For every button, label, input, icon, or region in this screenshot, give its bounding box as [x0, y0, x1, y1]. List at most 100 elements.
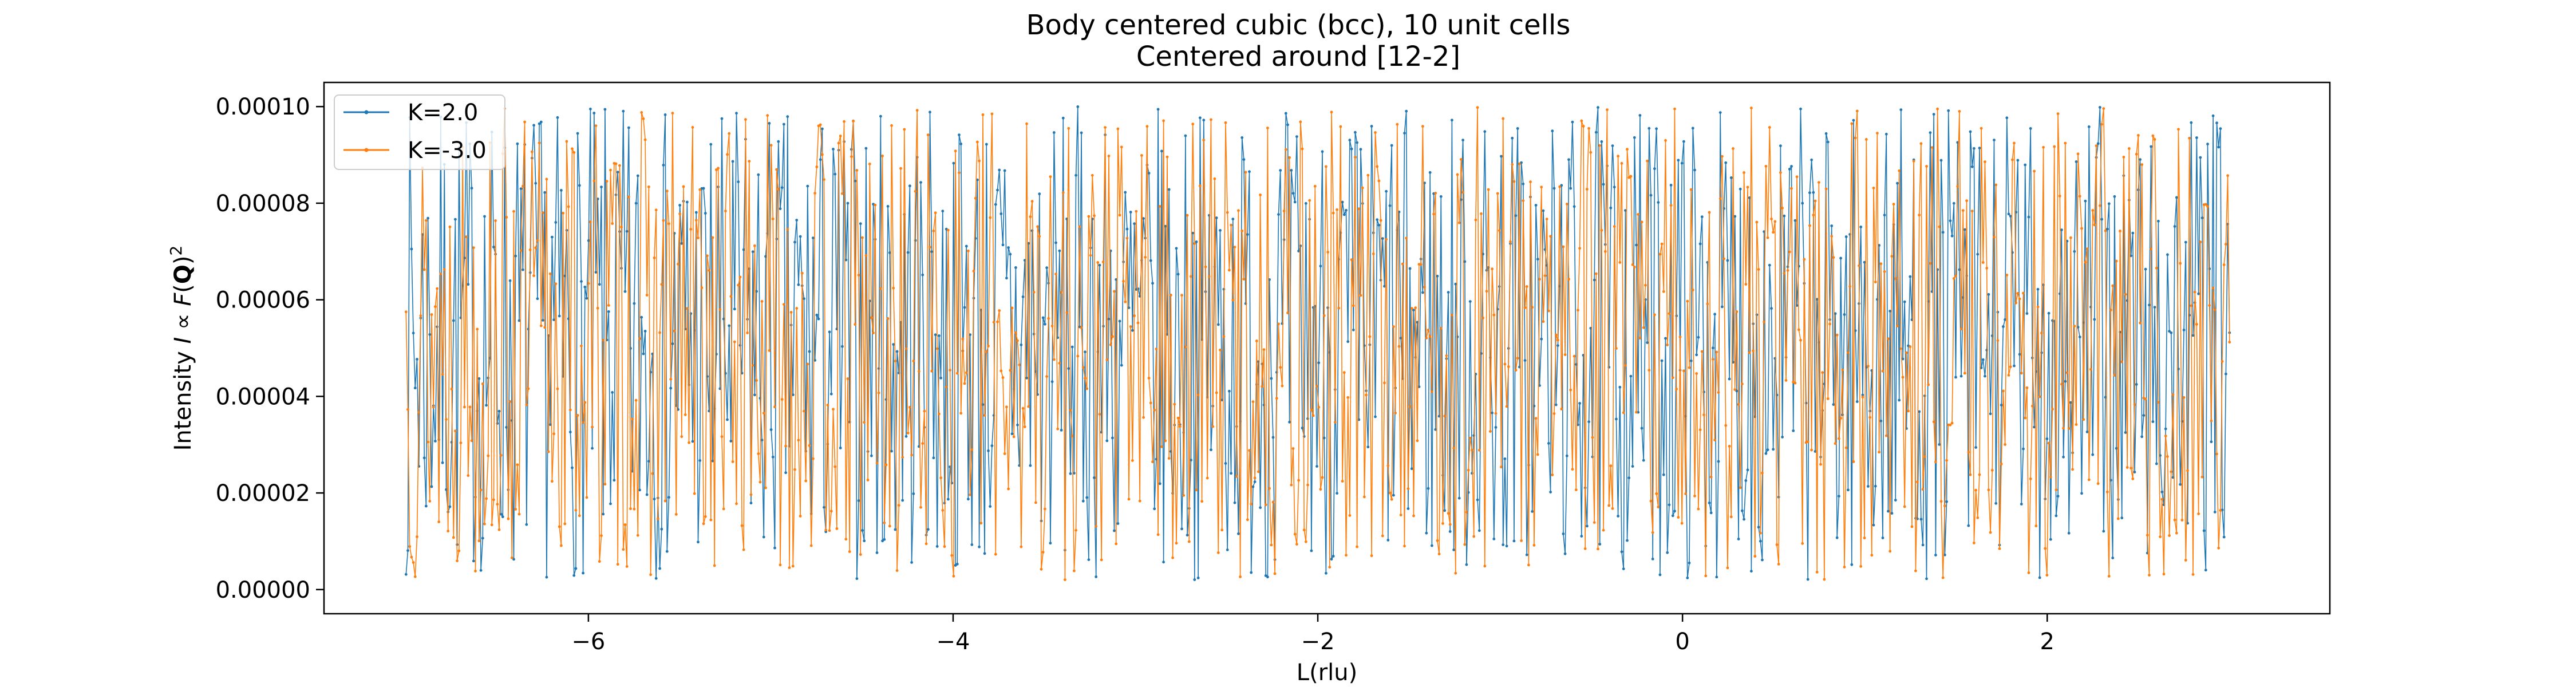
- data-point: [967, 249, 970, 252]
- data-point: [572, 151, 576, 154]
- data-point: [419, 314, 422, 317]
- data-point: [1436, 274, 1439, 278]
- data-point: [1586, 188, 1589, 191]
- data-point: [1629, 175, 1633, 178]
- data-point: [1615, 347, 1618, 350]
- data-point: [1056, 427, 1060, 431]
- data-point: [1631, 263, 1634, 266]
- data-point: [425, 219, 428, 222]
- data-point: [709, 518, 713, 522]
- data-point: [1746, 185, 1749, 189]
- data-point: [2042, 145, 2045, 149]
- data-point: [578, 184, 581, 187]
- legend-marker-k2: [364, 110, 369, 114]
- data-point: [702, 522, 705, 526]
- data-point: [919, 181, 922, 184]
- data-point: [749, 493, 753, 496]
- data-point: [663, 113, 667, 116]
- data-point: [1224, 121, 1227, 124]
- data-point: [1994, 183, 1998, 187]
- data-point: [1613, 225, 1616, 228]
- data-point: [627, 126, 630, 129]
- data-point: [779, 207, 782, 210]
- data-point: [751, 364, 754, 367]
- data-point: [2093, 223, 2096, 227]
- data-point: [1014, 266, 1017, 269]
- y-tick-label: 0.00006: [216, 287, 310, 314]
- data-point: [808, 444, 811, 447]
- data-point: [1759, 539, 1762, 543]
- data-point: [2018, 297, 2021, 301]
- data-point: [1640, 220, 1643, 224]
- data-point: [1881, 369, 1884, 373]
- data-point: [1040, 567, 1043, 571]
- data-point: [1018, 363, 1021, 366]
- data-point: [1145, 125, 1149, 128]
- data-point: [545, 177, 548, 181]
- data-point: [1704, 574, 1708, 578]
- data-point: [2131, 231, 2135, 235]
- data-point: [1607, 504, 1611, 507]
- data-point: [961, 337, 965, 341]
- data-point: [1481, 317, 1485, 319]
- data-point: [2173, 225, 2176, 228]
- data-point: [467, 283, 470, 286]
- data-point: [410, 247, 413, 251]
- data-point: [1919, 142, 1923, 145]
- data-point: [1010, 306, 1014, 310]
- data-point: [623, 290, 627, 293]
- data-point: [1824, 187, 1828, 191]
- data-point: [591, 447, 594, 450]
- data-point: [2014, 301, 2018, 305]
- data-point: [436, 287, 438, 290]
- data-point: [755, 379, 758, 382]
- data-point: [1828, 322, 1831, 326]
- data-point: [649, 573, 652, 577]
- data-point: [859, 222, 862, 226]
- data-point: [1739, 187, 1742, 191]
- data-point: [1352, 304, 1355, 307]
- data-point: [2179, 262, 2182, 265]
- data-point: [2007, 212, 2010, 216]
- data-point: [1069, 472, 1072, 475]
- data-point: [508, 400, 512, 403]
- data-point: [470, 187, 473, 190]
- data-point: [1627, 476, 1631, 480]
- data-point: [1266, 127, 1269, 130]
- data-point: [605, 180, 609, 183]
- data-point: [1468, 300, 1472, 303]
- data-point: [2053, 145, 2056, 148]
- data-point: [1219, 229, 1222, 232]
- data-point: [1954, 376, 1957, 379]
- data-point: [1852, 119, 1855, 122]
- data-point: [2129, 254, 2133, 258]
- data-point: [875, 551, 879, 554]
- data-point: [534, 246, 538, 250]
- plot-area: [404, 105, 2231, 581]
- data-point: [1938, 443, 1941, 446]
- data-point: [826, 404, 829, 406]
- data-point: [1427, 487, 1430, 490]
- data-point: [1799, 338, 1802, 342]
- data-point: [1622, 567, 1625, 570]
- data-point: [671, 342, 674, 345]
- data-point: [983, 552, 986, 555]
- data-point: [1220, 528, 1224, 532]
- data-point: [823, 178, 825, 181]
- y-label-open-paren: (: [170, 284, 196, 293]
- data-point: [560, 189, 563, 192]
- data-point: [497, 528, 501, 531]
- data-point: [554, 221, 558, 224]
- data-point: [1781, 207, 1784, 210]
- data-point: [651, 472, 654, 475]
- data-point: [1743, 518, 1746, 521]
- data-point: [1109, 343, 1112, 346]
- data-point: [1520, 539, 1523, 542]
- data-point: [582, 421, 584, 424]
- data-point: [1030, 200, 1034, 203]
- data-point: [1434, 191, 1437, 195]
- data-point: [694, 219, 698, 222]
- data-point: [1759, 531, 1762, 535]
- data-point: [1737, 403, 1740, 406]
- data-point: [1334, 421, 1337, 424]
